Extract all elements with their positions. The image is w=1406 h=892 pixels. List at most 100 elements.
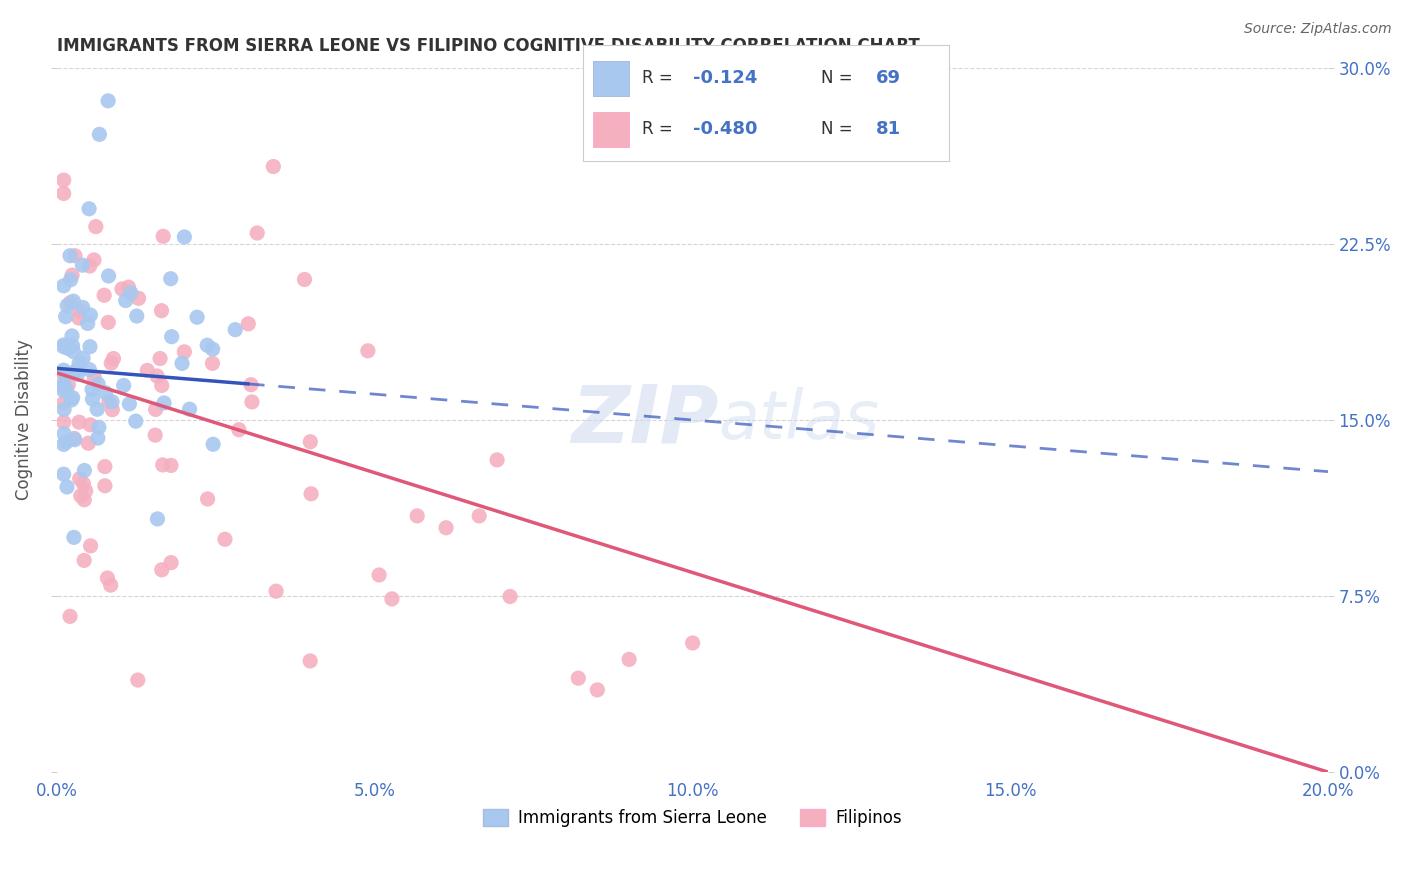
- Point: [59, 609, 82, 624]
- Point: [73, 463, 96, 477]
- Point: [97, 315, 120, 329]
- Text: R =: R =: [643, 120, 678, 138]
- Point: [238, 317, 260, 331]
- Point: [146, 368, 169, 383]
- Text: ZIP: ZIP: [571, 381, 718, 459]
- Point: [52, 173, 75, 187]
- Point: [152, 458, 174, 472]
- Point: [299, 487, 322, 501]
- Point: [87, 431, 110, 445]
- Point: [73, 553, 96, 567]
- Point: [55, 435, 77, 450]
- Point: [59, 295, 82, 310]
- Point: [224, 323, 246, 337]
- Point: [97, 394, 120, 409]
- Point: [197, 491, 219, 506]
- Point: [52, 437, 75, 451]
- Point: [617, 652, 640, 666]
- Point: [143, 428, 166, 442]
- Point: [101, 394, 124, 409]
- Point: [87, 377, 110, 392]
- Point: [52, 380, 75, 394]
- Point: [170, 356, 193, 370]
- Point: [682, 636, 704, 650]
- FancyBboxPatch shape: [593, 112, 630, 146]
- Point: [94, 459, 117, 474]
- Point: [201, 342, 224, 356]
- Point: [381, 591, 404, 606]
- Point: [53, 426, 76, 441]
- Point: [83, 252, 105, 267]
- Point: [77, 202, 100, 216]
- Point: [160, 458, 183, 473]
- Point: [55, 310, 77, 324]
- Point: [202, 437, 225, 451]
- Legend: Immigrants from Sierra Leone, Filipinos: Immigrants from Sierra Leone, Filipinos: [477, 803, 908, 834]
- Point: [406, 508, 429, 523]
- Point: [87, 420, 110, 434]
- Point: [84, 219, 107, 234]
- Point: [246, 226, 269, 240]
- Point: [214, 533, 236, 547]
- Point: [86, 402, 108, 417]
- Point: [160, 556, 183, 570]
- Point: [101, 402, 124, 417]
- Point: [56, 342, 79, 356]
- Point: [117, 280, 139, 294]
- Point: [201, 356, 224, 370]
- Point: [67, 303, 90, 318]
- Point: [146, 512, 169, 526]
- Point: [63, 433, 86, 447]
- Point: [69, 489, 91, 503]
- Point: [62, 344, 84, 359]
- Text: atlas: atlas: [718, 387, 879, 453]
- Point: [76, 317, 98, 331]
- Point: [195, 338, 218, 352]
- Point: [434, 521, 457, 535]
- Y-axis label: Cognitive Disability: Cognitive Disability: [15, 340, 32, 500]
- Point: [468, 508, 491, 523]
- Point: [97, 268, 120, 283]
- Point: [79, 417, 101, 432]
- Text: N =: N =: [821, 120, 858, 138]
- Point: [62, 339, 84, 353]
- Point: [52, 396, 75, 410]
- Point: [60, 329, 83, 343]
- Point: [103, 351, 125, 366]
- Point: [173, 344, 195, 359]
- Point: [63, 431, 86, 445]
- Point: [264, 584, 287, 599]
- Point: [63, 249, 86, 263]
- FancyBboxPatch shape: [593, 61, 630, 95]
- Point: [240, 395, 263, 409]
- Point: [52, 415, 75, 429]
- Point: [100, 578, 122, 592]
- Point: [73, 492, 96, 507]
- Point: [52, 340, 75, 354]
- Point: [93, 288, 115, 302]
- Point: [79, 539, 101, 553]
- Point: [52, 376, 75, 391]
- Point: [82, 383, 104, 397]
- Point: [52, 384, 75, 398]
- Point: [52, 278, 75, 293]
- Point: [368, 568, 391, 582]
- Point: [63, 530, 86, 544]
- Point: [357, 343, 380, 358]
- Point: [52, 467, 75, 482]
- Point: [67, 415, 90, 429]
- Text: -0.480: -0.480: [693, 120, 758, 138]
- Point: [72, 258, 94, 272]
- Point: [72, 351, 94, 365]
- Point: [586, 682, 609, 697]
- Point: [125, 309, 148, 323]
- Point: [52, 363, 75, 377]
- Point: [83, 370, 105, 384]
- Point: [299, 434, 322, 449]
- Point: [128, 291, 150, 305]
- Point: [60, 268, 83, 282]
- Point: [52, 338, 75, 352]
- Point: [186, 310, 208, 325]
- Point: [75, 483, 97, 498]
- Point: [72, 301, 94, 315]
